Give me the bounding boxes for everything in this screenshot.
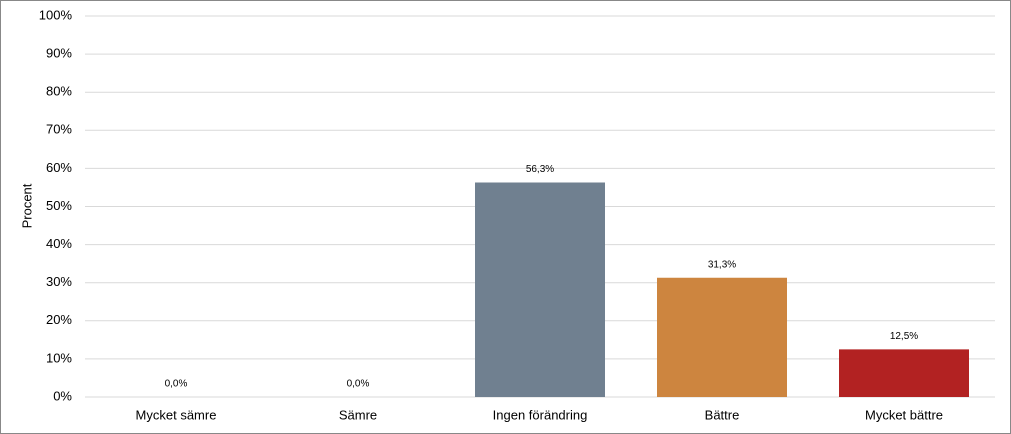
y-tick-label: 60%	[46, 160, 72, 175]
y-tick-label: 80%	[46, 84, 72, 99]
value-label: 0,0%	[347, 379, 370, 390]
bar	[839, 349, 969, 397]
value-label: 0,0%	[165, 379, 188, 390]
value-label: 12,5%	[890, 331, 918, 342]
bar	[475, 182, 605, 397]
x-tick-label: Bättre	[705, 407, 740, 422]
y-tick-label: 40%	[46, 236, 72, 251]
y-tick-label: 10%	[46, 350, 72, 365]
bar	[657, 277, 787, 397]
y-tick-label: 70%	[46, 122, 72, 137]
x-tick-label: Mycket bättre	[865, 407, 943, 422]
x-tick-label: Ingen förändring	[493, 407, 588, 422]
x-tick-label: Sämre	[339, 407, 377, 422]
x-tick-label: Mycket sämre	[136, 407, 217, 422]
y-tick-label: 30%	[46, 274, 72, 289]
y-axis-label: Procent	[19, 183, 34, 228]
y-tick-label: 0%	[53, 388, 72, 403]
y-tick-label: 100%	[39, 7, 73, 22]
value-label: 56,3%	[526, 164, 554, 175]
y-tick-label: 50%	[46, 198, 72, 213]
value-label: 31,3%	[708, 259, 736, 270]
y-tick-label: 90%	[46, 46, 72, 61]
y-tick-label: 20%	[46, 312, 72, 327]
